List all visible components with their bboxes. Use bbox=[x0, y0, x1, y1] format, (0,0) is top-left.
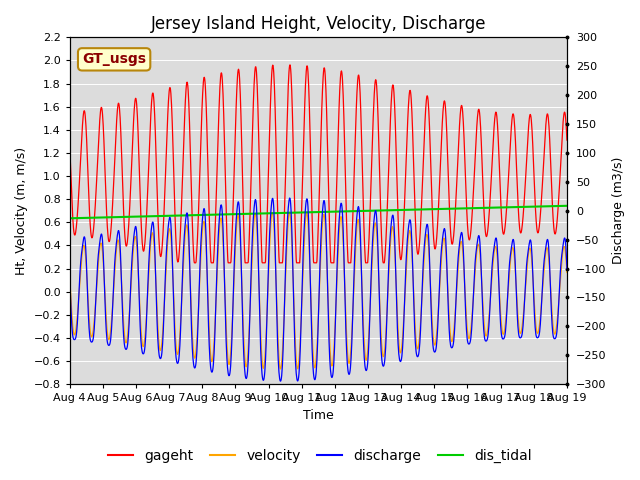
X-axis label: Time: Time bbox=[303, 409, 333, 422]
Y-axis label: Ht, Velocity (m, m/s): Ht, Velocity (m, m/s) bbox=[15, 147, 28, 275]
Text: GT_usgs: GT_usgs bbox=[82, 52, 146, 66]
Y-axis label: Discharge (m3/s): Discharge (m3/s) bbox=[612, 157, 625, 264]
Legend: gageht, velocity, discharge, dis_tidal: gageht, velocity, discharge, dis_tidal bbox=[103, 443, 537, 468]
Title: Jersey Island Height, Velocity, Discharge: Jersey Island Height, Velocity, Discharg… bbox=[150, 15, 486, 33]
